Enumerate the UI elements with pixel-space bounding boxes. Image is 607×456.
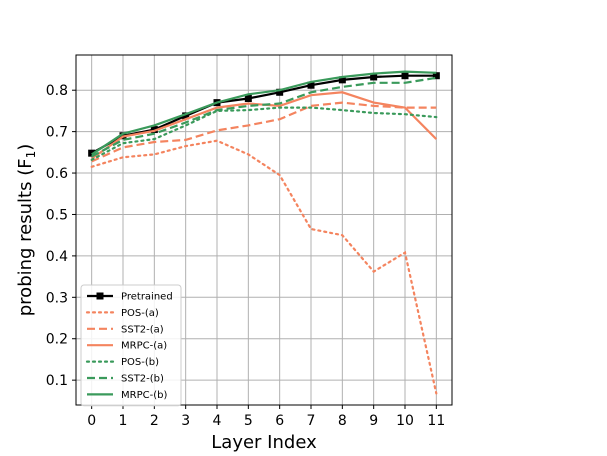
y-axis-label-subscript: 1 [24, 151, 38, 159]
x-axis-ticks: 0 1 2 3 4 5 6 7 8 9 10 11 [87, 405, 445, 429]
series-point-1 [338, 76, 346, 84]
x-tick-label: 0 [87, 413, 96, 429]
legend-box [80, 284, 182, 407]
x-tick-label: 7 [307, 413, 316, 429]
legend-label-6: SST2-(b) [121, 374, 164, 385]
y-tick-label: 0.7 [46, 125, 68, 141]
series-line-3 [91, 101, 437, 163]
y-tick-label: 0.2 [46, 332, 68, 348]
y-tick-label: 0.4 [46, 249, 68, 265]
x-tick-label: 3 [181, 413, 190, 429]
legend-label-5: POS-(b) [121, 357, 159, 368]
x-tick-label: 6 [275, 413, 284, 429]
x-tick-label: 5 [244, 413, 253, 429]
series-line-7 [91, 70, 437, 156]
x-tick-label: 10 [396, 413, 414, 429]
legend-marker-1 [96, 292, 104, 300]
series-line-1 [91, 74, 437, 155]
x-tick-label: 4 [213, 413, 222, 429]
grid-lines [76, 55, 452, 405]
y-axis-label-text: probing results (F [15, 158, 36, 316]
x-axis-label-text: Layer Index [211, 432, 317, 453]
x-tick-label: 1 [119, 413, 128, 429]
y-axis-label: probing results (F1) [15, 144, 38, 317]
legend-label-1: Pretrained [121, 292, 173, 303]
y-axis-label-close: ) [15, 144, 36, 151]
x-tick-label: 2 [150, 413, 159, 429]
series-group [88, 70, 440, 395]
series-point-1 [401, 72, 409, 80]
legend-label-4: MRPC-(a) [121, 341, 167, 352]
legend-label-3: SST2-(a) [121, 324, 164, 335]
y-tick-label: 0.3 [46, 290, 68, 306]
x-tick-label: 9 [369, 413, 378, 429]
series-point-1 [182, 112, 190, 120]
y-tick-label: 0.1 [46, 373, 68, 389]
plot-frame [75, 54, 453, 406]
series-point-1 [276, 88, 284, 96]
y-axis-ticks: 0.1 0.2 0.3 0.4 0.5 0.6 0.7 0.8 [46, 83, 76, 389]
y-tick-label: 0.6 [46, 166, 68, 182]
legend-label-7: MRPC-(b) [121, 390, 167, 401]
x-tick-label: 11 [427, 413, 445, 429]
legend: Pretrained POS-(a) SST2-(a) MRPC-(a) POS-(b)… [80, 284, 182, 407]
series-point-1 [150, 126, 158, 134]
y-tick-label: 0.8 [46, 83, 68, 99]
series-point-1 [370, 73, 378, 81]
legend-label-2: POS-(a) [121, 308, 159, 319]
series-line-6 [91, 76, 437, 158]
series-line-5 [90, 106, 438, 161]
x-tick-label: 8 [338, 413, 347, 429]
series-line-2 [90, 139, 438, 395]
series-point-1 [432, 72, 440, 80]
x-axis-label: Layer Index [211, 432, 317, 453]
y-tick-label: 0.5 [46, 207, 68, 223]
series-point-1 [244, 94, 252, 102]
series-point-1 [307, 81, 315, 89]
